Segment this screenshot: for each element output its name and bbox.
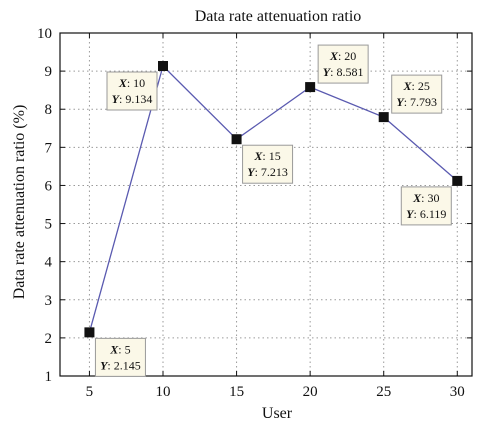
data-tip: X: 15 Y: 7.213 — [242, 144, 294, 184]
y-tick-label: 1 — [45, 369, 53, 385]
data-tip-x-text: X: 10 — [118, 76, 145, 90]
data-tip-box — [94, 337, 146, 377]
x-axis-title: User — [262, 405, 293, 422]
data-tip-y-text: Y: 6.119 — [406, 207, 446, 221]
x-tick-label: 25 — [376, 384, 391, 400]
data-tip-x-text: X: 15 — [253, 149, 280, 163]
y-tick-label: 2 — [45, 331, 53, 347]
data-tip-y-text: Y: 7.793 — [396, 95, 437, 109]
y-tick-label: 3 — [45, 293, 53, 309]
data-tip-x-text: X: 20 — [329, 49, 356, 63]
data-point-marker — [378, 112, 389, 123]
y-tick-label: 8 — [45, 102, 53, 118]
data-tip-box — [242, 144, 294, 184]
data-point-marker — [84, 327, 95, 338]
data-tip-y-text: Y: 7.213 — [247, 165, 288, 179]
data-tip-x-text: X: 25 — [403, 79, 430, 93]
data-tip: X: 25 Y: 7.793 — [391, 74, 443, 114]
y-tick-label: 6 — [45, 178, 53, 194]
data-tip-box — [317, 44, 369, 84]
data-tip-x-text: X: 5 — [109, 342, 130, 356]
x-tick-label: 5 — [86, 384, 94, 400]
data-tip: X: 5 Y: 2.145 — [94, 337, 146, 377]
data-point-marker — [305, 82, 316, 93]
data-tip-y-text: Y: 2.145 — [100, 358, 141, 372]
x-tick-label: 20 — [303, 384, 318, 400]
data-tip-y-text: Y: 8.581 — [323, 65, 364, 79]
data-tip: X: 10 Y: 9.134 — [106, 71, 158, 111]
y-tick-label: 10 — [37, 26, 52, 42]
data-point-marker — [231, 134, 242, 145]
data-tip-x-text: X: 30 — [412, 191, 439, 205]
y-axis-title: Data rate attenuation ratio (%) — [11, 105, 28, 300]
data-tip-box — [400, 186, 452, 226]
y-tick-label: 5 — [45, 217, 53, 233]
data-tip: X: 30 Y: 6.119 — [400, 186, 452, 226]
data-tip: X: 20 Y: 8.581 — [317, 44, 369, 84]
data-tip-y-text: Y: 9.134 — [112, 92, 153, 106]
data-tip-box — [106, 71, 158, 111]
data-point-marker — [452, 175, 463, 186]
y-tick-label: 7 — [45, 140, 53, 156]
axis-ticks: 5 10 15 20 25 30 1 2 3 4 5 6 7 8 9 10 — [37, 26, 472, 400]
x-tick-label: 30 — [450, 384, 465, 400]
data-point-marker — [158, 61, 168, 72]
y-tick-label: 9 — [45, 64, 53, 80]
data-tip-box — [391, 74, 443, 114]
plot-area-frame — [59, 32, 473, 377]
x-tick-label: 15 — [229, 384, 244, 400]
chart-title: Data rate attenuation ratio — [195, 8, 362, 25]
x-tick-label: 10 — [156, 384, 171, 400]
y-tick-label: 4 — [45, 255, 53, 271]
